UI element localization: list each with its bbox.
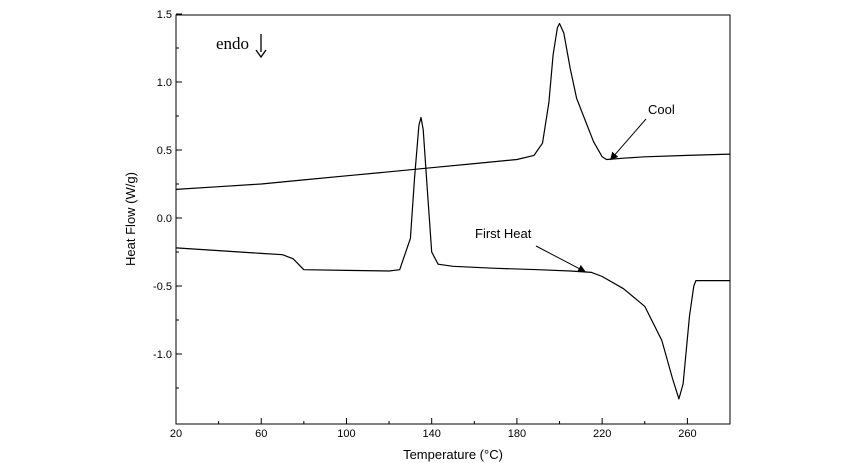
series-lines xyxy=(175,22,731,400)
series-line-first-heat xyxy=(175,116,730,400)
y-axis: 1.5 1.0 0.5 0.0 -0.5 -1.0 xyxy=(153,9,182,389)
x-axis-label: Temperature (°C) xyxy=(403,447,503,462)
y-tick-label: -1.0 xyxy=(153,349,172,361)
x-tick-label: 140 xyxy=(423,428,441,440)
x-tick-label: 20 xyxy=(170,428,182,440)
x-tick-label: 220 xyxy=(593,428,611,440)
annotation-first-heat: First Heat xyxy=(475,226,532,241)
y-tick-label: 1.0 xyxy=(157,77,172,89)
x-tick-label: 100 xyxy=(337,428,355,440)
x-tick-label: 260 xyxy=(678,428,696,440)
y-tick-label: 1.5 xyxy=(157,9,172,21)
annotation-cool: Cool xyxy=(648,102,675,117)
y-tick-label: 0.0 xyxy=(157,213,172,225)
y-tick-label: 0.5 xyxy=(157,145,172,157)
annotation-arrow-icon xyxy=(610,118,647,161)
y-tick-label: -0.5 xyxy=(153,281,172,293)
endo-label: endo xyxy=(216,34,249,53)
x-tick-label: 60 xyxy=(255,428,267,440)
annotations: Cool First Heat xyxy=(475,102,675,273)
annotation-arrow-icon xyxy=(535,245,586,273)
plot-area xyxy=(175,14,731,425)
series-line-cool xyxy=(175,22,731,190)
x-tick-label: 180 xyxy=(508,428,526,440)
x-axis: 20 60 100 140 180 220 260 xyxy=(170,418,697,440)
y-axis-label: Heat Flow (W/g) xyxy=(123,172,138,266)
endo-arrow-icon xyxy=(255,34,267,59)
